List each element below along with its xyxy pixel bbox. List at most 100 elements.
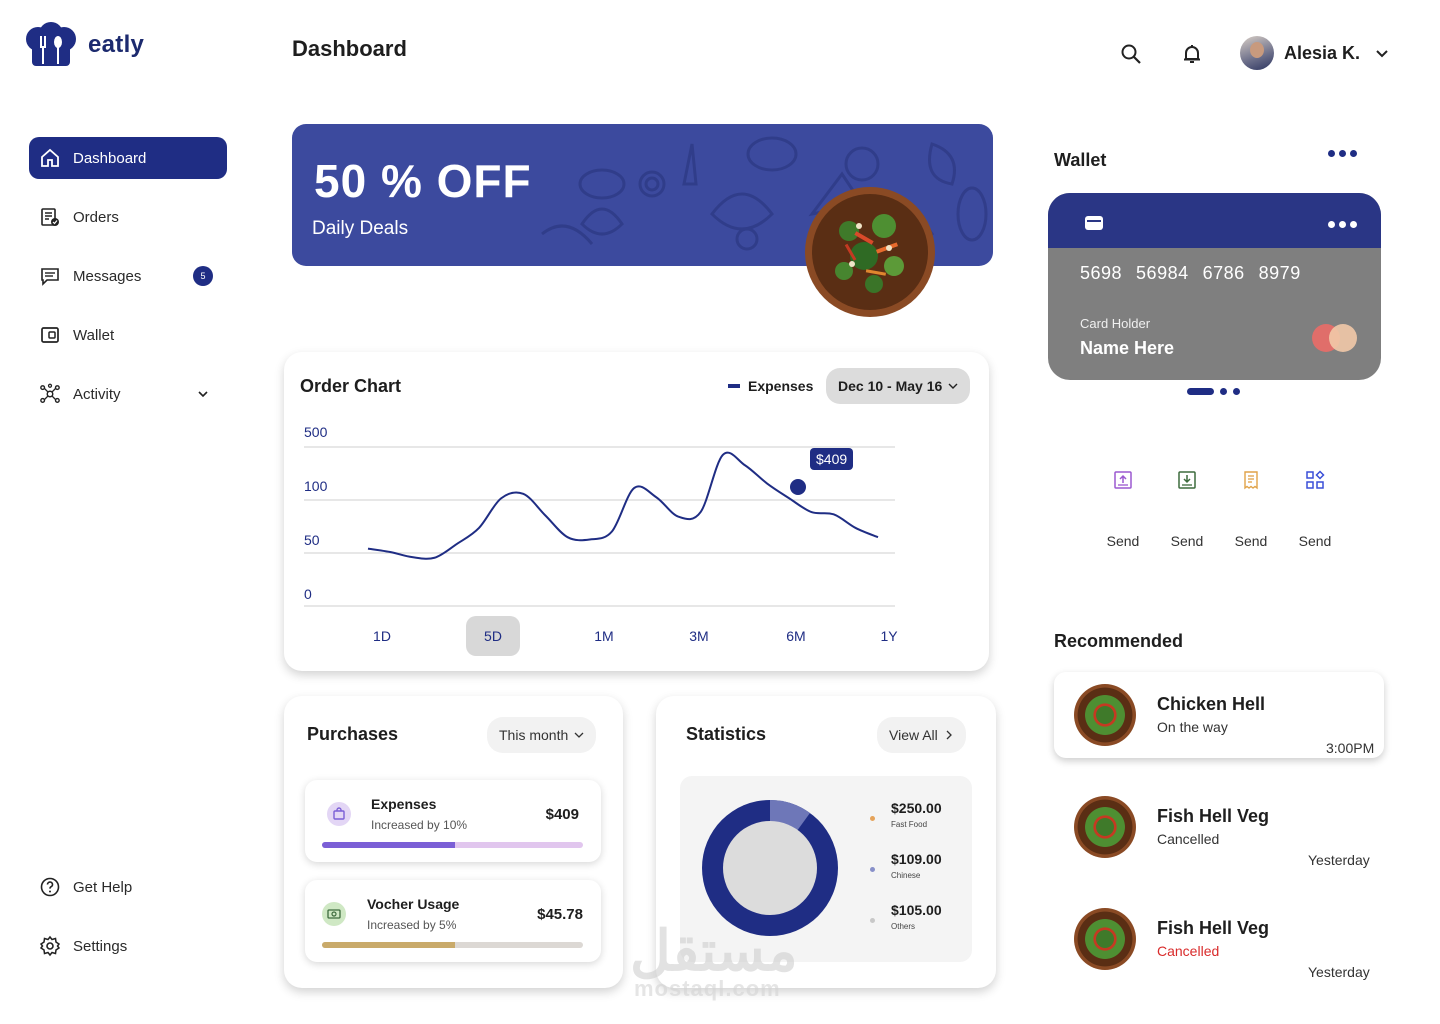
y-tick-label: 500 — [304, 424, 328, 440]
dish-name: Fish Hell Veg — [1157, 918, 1270, 938]
purchase-amount: $45.78 — [537, 906, 583, 923]
sidebar-item-settings[interactable]: Settings — [29, 925, 227, 967]
range-tab-5d[interactable]: 5D — [484, 628, 502, 644]
card-more-dots-icon[interactable] — [1328, 221, 1357, 228]
range-selected-bg — [466, 616, 520, 656]
wallet-action-send-2[interactable]: Send — [1157, 470, 1217, 549]
period-dropdown[interactable]: This month — [487, 717, 597, 753]
wallet-action-send-4[interactable]: Send — [1285, 470, 1345, 549]
watermark-arabic: مستقل — [630, 919, 798, 982]
dish-status: On the way — [1157, 719, 1228, 735]
card-number-group: 8979 — [1258, 263, 1301, 283]
action-label: Send — [1234, 533, 1268, 549]
y-tick-label: 50 — [304, 532, 320, 548]
chevron-down-icon — [1376, 50, 1388, 58]
orders-icon — [39, 206, 61, 228]
promo-banner[interactable]: 50 % OFF Daily Deals — [292, 124, 993, 317]
range-tab-6m[interactable]: 6M — [786, 628, 806, 644]
range-tab-1m[interactable]: 1M — [594, 628, 614, 644]
range-tab-1d[interactable]: 1D — [373, 628, 391, 644]
action-label: Send — [1106, 533, 1140, 549]
chevron-down-icon[interactable] — [197, 388, 209, 400]
statistics-panel: $250.00 Fast Food $109.00 Chinese $105.0… — [680, 776, 972, 962]
sidebar-item-label: Wallet — [73, 326, 115, 344]
sidebar-item-label: Settings — [73, 937, 128, 955]
avatar — [1240, 36, 1274, 70]
y-tick-label: 100 — [304, 478, 328, 494]
sidebar-item-get-help[interactable]: Get Help — [29, 866, 227, 908]
action-label: Send — [1170, 533, 1204, 549]
brand-logo[interactable]: eatly — [24, 22, 144, 68]
card-holder-label: Card Holder — [1080, 316, 1151, 331]
card-number-group: 6786 — [1202, 263, 1245, 283]
period-value: This month — [499, 727, 569, 743]
purchase-note: Increased by 10% — [371, 818, 468, 832]
view-all-button[interactable]: View All — [877, 717, 966, 753]
purchase-item-voucher[interactable]: Vocher Usage Increased by 5% $45.78 — [305, 880, 601, 962]
more-dots-icon[interactable] — [1328, 150, 1357, 157]
statistics-card: Statistics View All $250.00 Fast Food $1… — [656, 696, 996, 988]
action-label: Send — [1298, 533, 1332, 549]
card-pagination[interactable] — [1187, 388, 1240, 395]
legend-dot — [870, 816, 875, 821]
sidebar-item-activity[interactable]: Activity — [29, 373, 227, 415]
card-number: 5698 56984 6786 8979 — [1080, 263, 1301, 284]
legend-label: Chinese — [891, 871, 921, 880]
card-number-group: 56984 — [1136, 263, 1189, 283]
sidebar-item-orders[interactable]: Orders — [29, 196, 227, 238]
card-chip-icon — [1085, 216, 1103, 230]
recommended-item[interactable]: Fish Hell Veg Cancelled Yesterday — [1054, 784, 1384, 870]
sidebar-item-dashboard[interactable]: Dashboard — [29, 137, 227, 179]
highlight-point[interactable] — [790, 479, 806, 495]
range-tab-3m[interactable]: 3M — [689, 628, 709, 644]
legend-label: Fast Food — [891, 820, 928, 829]
bell-icon[interactable] — [1179, 41, 1205, 67]
recommended-item[interactable]: Fish Hell Veg Cancelled Yesterday — [1054, 896, 1384, 982]
legend-label: Others — [891, 922, 916, 931]
card-holder-name: Name Here — [1080, 338, 1175, 358]
legend-amount: $250.00 — [891, 800, 942, 816]
user-menu[interactable]: Alesia K. — [1240, 36, 1390, 70]
card-header — [1048, 193, 1381, 248]
legend-swatch — [728, 384, 740, 388]
chart-legend: Expenses — [728, 378, 813, 394]
legend-dot — [870, 918, 875, 923]
chevron-down-icon — [948, 383, 958, 389]
food-doodle-pattern — [292, 124, 993, 266]
legend-item-fast-food: $250.00 Fast Food — [870, 800, 942, 829]
legend-amount: $105.00 — [891, 902, 942, 918]
user-name: Alesia K. — [1284, 42, 1361, 63]
sidebar-item-messages[interactable]: Messages 5 — [29, 255, 227, 297]
date-range-value: Dec 10 - May 16 — [838, 378, 943, 394]
progress-fill — [322, 842, 456, 848]
sidebar-item-label: Dashboard — [73, 149, 147, 167]
recommended-item[interactable]: Chicken Hell On the way 3:00PM — [1054, 672, 1384, 758]
wallet-action-send-3[interactable]: Send — [1221, 470, 1281, 549]
activity-network-icon — [39, 383, 61, 405]
banner-headline: 50 % OFF — [314, 155, 532, 207]
wallet-action-send-1[interactable]: Send — [1093, 470, 1153, 549]
search-icon[interactable] — [1118, 41, 1144, 67]
payment-card[interactable]: 5698 56984 6786 8979 Card Holder Name He… — [1048, 193, 1381, 380]
grid-icon — [1306, 470, 1325, 489]
legend-label: Expenses — [748, 378, 814, 394]
y-tick-label: 0 — [304, 586, 312, 602]
expenses-progress-bar — [322, 842, 583, 848]
range-tab-1y[interactable]: 1Y — [880, 628, 898, 644]
chart-tooltip: $409 — [810, 448, 854, 470]
card-brand-circle-peach — [1329, 324, 1357, 352]
order-chart-card: Order Chart Expenses Dec 10 - May 16 500… — [284, 352, 989, 671]
receipt-icon — [1244, 471, 1258, 490]
sidebar-item-label: Get Help — [73, 878, 133, 896]
sidebar-item-label: Activity — [73, 385, 121, 403]
home-icon — [39, 147, 61, 169]
date-range-dropdown[interactable]: Dec 10 - May 16 — [826, 368, 971, 404]
sidebar-item-wallet[interactable]: Wallet — [29, 314, 227, 356]
bag-icon — [327, 802, 351, 826]
voucher-progress-bar — [322, 942, 583, 948]
purchase-item-expenses[interactable]: Expenses Increased by 10% $409 — [305, 780, 601, 862]
dish-status: Cancelled — [1157, 831, 1220, 847]
recommended-title: Recommended — [1054, 631, 1184, 651]
sidebar-item-label: Orders — [73, 208, 119, 226]
download-icon — [1178, 471, 1196, 489]
